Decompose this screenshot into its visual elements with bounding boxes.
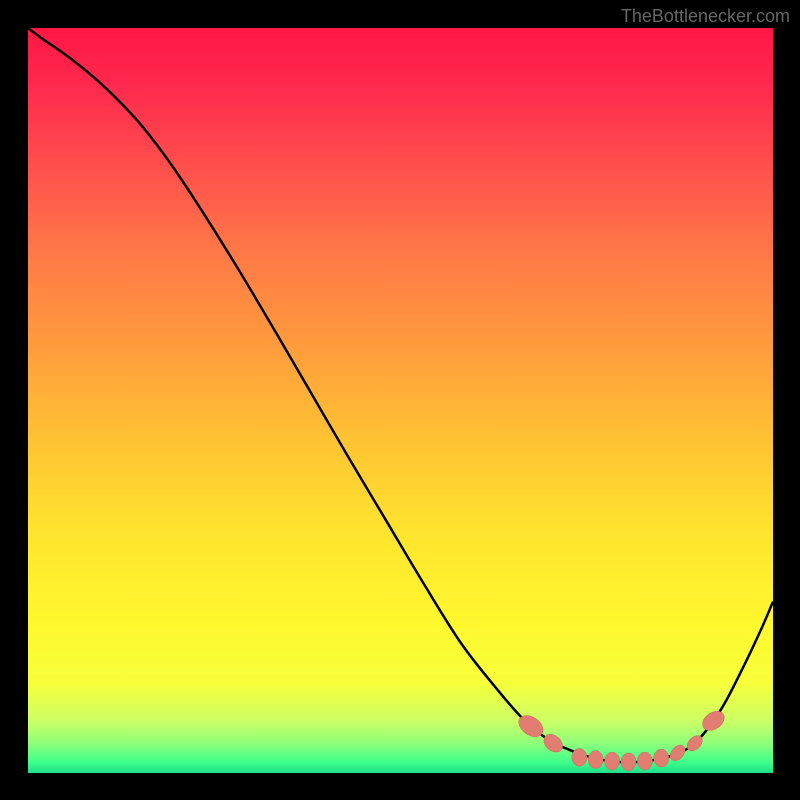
curve-marker [588,751,603,769]
curve-marker [621,753,636,771]
curve-marker [605,752,620,770]
curve-marker [637,752,652,770]
bottleneck-chart [0,0,800,800]
curve-marker [654,749,669,767]
watermark-text: TheBottlenecker.com [621,6,790,27]
curve-marker [572,748,587,766]
chart-gradient-bg [28,28,773,773]
chart-container: TheBottlenecker.com [0,0,800,800]
